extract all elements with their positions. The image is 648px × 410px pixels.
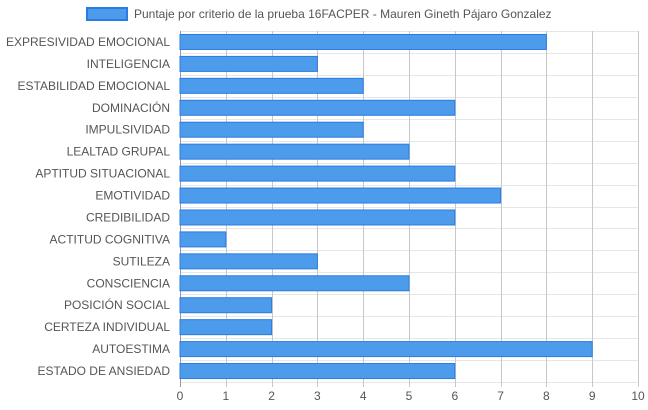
category-label: EMOTIVIDAD [95, 189, 170, 203]
bar[interactable] [179, 33, 547, 50]
chart-grid [180, 31, 639, 387]
category-label: DOMINACIÓN [92, 100, 170, 115]
bar[interactable] [179, 297, 273, 314]
bar[interactable] [179, 121, 364, 138]
bar[interactable] [179, 363, 456, 380]
bar[interactable] [179, 341, 593, 358]
tick-label: 6 [451, 389, 458, 403]
bar[interactable] [179, 187, 502, 204]
category-label: POSICIÓN SOCIAL [64, 297, 170, 312]
chart-bars [179, 33, 593, 380]
tick-label: 9 [589, 389, 596, 403]
bar[interactable] [179, 319, 273, 336]
tick-label: 1 [222, 389, 229, 403]
category-label: ACTITUD COGNITIVA [50, 232, 170, 246]
bar[interactable] [179, 231, 227, 248]
tick-label: 2 [268, 389, 275, 403]
category-label: INTELIGENCIA [87, 57, 170, 71]
legend-label: Puntaje por criterio de la prueba 16FACP… [134, 7, 552, 21]
category-axis: EXPRESIVIDAD EMOCIONAL INTELIGENCIA ESTABI… [6, 35, 170, 378]
tick-label: 4 [360, 389, 367, 403]
legend-swatch [86, 7, 128, 21]
bar[interactable] [179, 143, 410, 160]
bar[interactable] [179, 165, 456, 182]
category-label: CERTEZA INDIVIDUAL [44, 320, 170, 334]
category-label: LEALTAD GRUPAL [67, 145, 171, 159]
bar[interactable] [179, 209, 456, 226]
category-label: APTITUD SITUACIONAL [35, 167, 170, 181]
chart-legend[interactable]: Puntaje por criterio de la prueba 16FACP… [86, 7, 552, 21]
bar[interactable] [179, 77, 364, 94]
value-axis: 0 1 2 3 4 5 6 7 8 9 10 [177, 389, 645, 403]
category-label: CREDIBILIDAD [86, 210, 170, 224]
bar[interactable] [179, 275, 410, 292]
category-label: ESTADO DE ANSIEDAD [38, 364, 171, 378]
tick-label: 5 [406, 389, 413, 403]
bar[interactable] [179, 99, 456, 116]
category-label: SUTILEZA [113, 254, 170, 268]
tick-label: 8 [543, 389, 550, 403]
category-label: AUTOESTIMA [92, 342, 170, 356]
tick-label: 3 [314, 389, 321, 403]
category-label: EXPRESIVIDAD EMOCIONAL [6, 35, 170, 49]
category-label: IMPULSIVIDAD [85, 123, 170, 137]
bar[interactable] [179, 253, 318, 270]
bar[interactable] [179, 55, 318, 72]
category-label: ESTABILIDAD EMOCIONAL [18, 79, 171, 93]
tick-label: 10 [631, 389, 645, 403]
category-label: CONSCIENCIA [87, 276, 170, 290]
tick-label: 7 [497, 389, 504, 403]
tick-label: 0 [177, 389, 184, 403]
